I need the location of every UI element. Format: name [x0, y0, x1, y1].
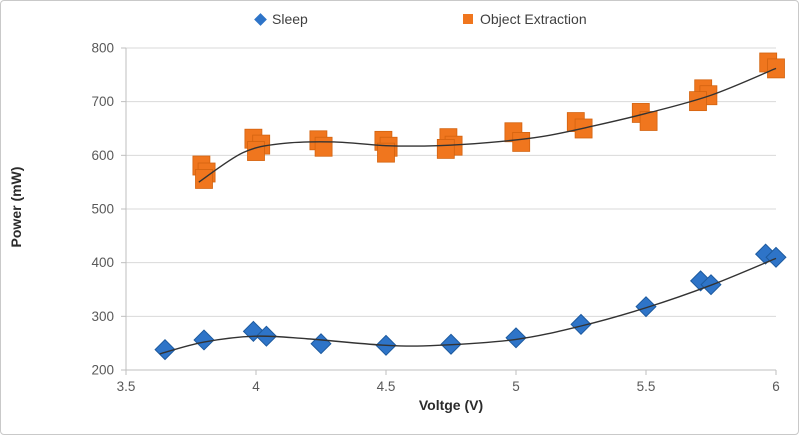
- legend-item-object-extraction[interactable]: Object Extraction: [463, 11, 587, 27]
- diamond-icon: [254, 12, 267, 26]
- y-tick-label: 800: [91, 41, 114, 56]
- data-point-object-extraction[interactable]: [247, 141, 265, 161]
- y-tick-label: 700: [91, 94, 114, 109]
- data-point-object-extraction[interactable]: [377, 142, 395, 163]
- data-point-object-extraction[interactable]: [314, 136, 333, 157]
- x-tick-label: 6: [772, 379, 780, 394]
- y-axis-title: Power (mW): [8, 166, 24, 248]
- legend: Sleep Object Extraction: [1, 11, 798, 33]
- x-axis-title: Voltge (V): [418, 397, 484, 413]
- x-tick-label: 5.5: [637, 379, 656, 394]
- y-tick-label: 500: [91, 202, 114, 217]
- data-point-object-extraction[interactable]: [512, 132, 531, 152]
- data-point-sleep[interactable]: [570, 313, 592, 335]
- legend-item-sleep[interactable]: Sleep: [254, 11, 308, 27]
- trend-line-object-extraction: [198, 67, 777, 183]
- data-point-sleep[interactable]: [635, 296, 657, 318]
- data-point-object-extraction[interactable]: [689, 91, 707, 112]
- x-tick-label: 5: [512, 379, 520, 394]
- y-tick-label: 300: [91, 309, 114, 324]
- data-point-sleep[interactable]: [193, 329, 215, 351]
- data-point-sleep[interactable]: [505, 327, 527, 349]
- x-tick-label: 4: [252, 379, 260, 394]
- trend-line-sleep: [159, 257, 777, 355]
- data-point-sleep[interactable]: [765, 246, 787, 268]
- x-tick-label: 4.5: [377, 379, 396, 394]
- data-point-sleep[interactable]: [154, 339, 176, 361]
- data-point-sleep[interactable]: [310, 333, 332, 355]
- square-icon: [463, 14, 473, 24]
- y-tick-label: 400: [91, 255, 114, 270]
- legend-label-sleep: Sleep: [272, 11, 308, 27]
- x-tick-label: 3.5: [117, 379, 136, 394]
- y-tick-label: 200: [91, 363, 114, 378]
- data-point-object-extraction[interactable]: [639, 111, 658, 131]
- data-point-object-extraction[interactable]: [436, 138, 455, 159]
- y-tick-label: 600: [91, 148, 114, 163]
- legend-label-object-extraction: Object Extraction: [480, 11, 587, 27]
